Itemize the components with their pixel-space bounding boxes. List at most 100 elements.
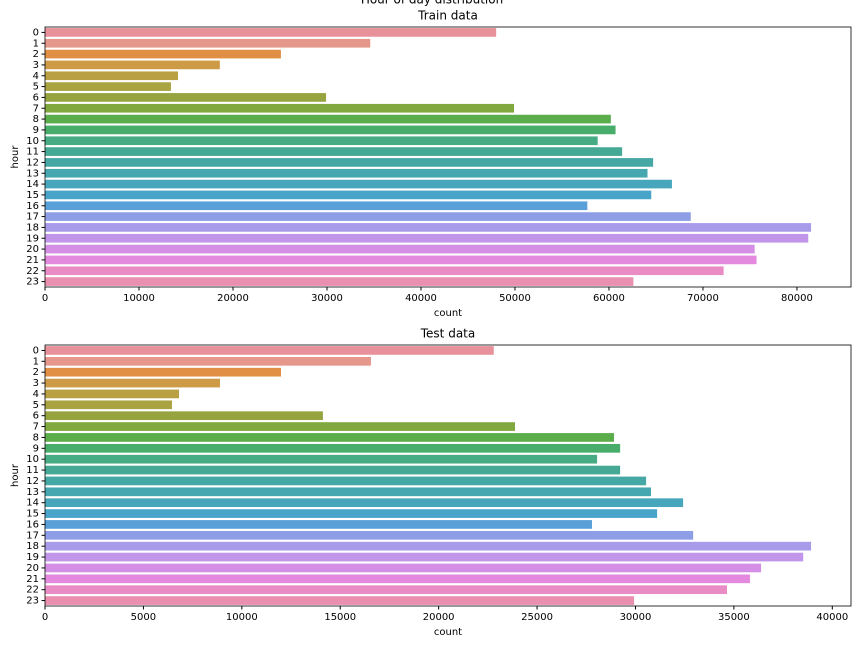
y-tick-label: 20 [26, 244, 39, 255]
y-tick-label: 3 [33, 60, 39, 71]
bar [45, 454, 598, 464]
x-tick-label: 15000 [324, 612, 356, 623]
y-tick-label: 23 [26, 596, 39, 607]
bar [45, 103, 515, 113]
y-tick-label: 5 [33, 400, 39, 411]
x-tick-label: 0 [42, 612, 48, 623]
y-tick-label: 2 [33, 49, 39, 60]
x-tick-label: 40000 [816, 612, 848, 623]
bar [45, 367, 281, 377]
y-tick-label: 16 [26, 519, 39, 530]
bar [45, 244, 755, 254]
y-tick-label: 15 [26, 509, 39, 520]
bar [45, 277, 634, 286]
y-axis-label: hour [10, 463, 21, 487]
bar [45, 585, 727, 595]
bar [45, 433, 615, 442]
bar [45, 411, 323, 421]
bar [45, 179, 672, 189]
bar [45, 541, 812, 551]
y-tick-label: 20 [26, 563, 39, 574]
x-tick-label: 60000 [593, 293, 625, 304]
bar [45, 530, 694, 540]
y-tick-label: 8 [33, 432, 39, 443]
bar [45, 465, 621, 475]
x-tick-label: 80000 [781, 293, 813, 304]
bar [45, 255, 757, 265]
y-tick-label: 6 [33, 92, 39, 103]
bar [45, 233, 809, 243]
y-tick-label: 2 [33, 367, 39, 378]
x-axis-label: count [434, 627, 462, 638]
bar [45, 356, 371, 366]
chart-title: Test data [420, 327, 475, 341]
bar [45, 136, 598, 146]
y-tick-label: 7 [33, 103, 39, 114]
y-tick-label: 22 [26, 585, 39, 596]
bar [45, 125, 616, 135]
y-tick-label: 6 [33, 411, 39, 422]
bar [45, 498, 684, 508]
bar [45, 563, 762, 573]
axes-frame [44, 26, 852, 288]
bar [45, 201, 588, 211]
y-tick-label: 4 [33, 389, 39, 400]
bar [45, 487, 652, 497]
y-tick-label: 13 [26, 168, 39, 179]
y-axis-label: hour [10, 145, 21, 169]
bar [45, 520, 592, 529]
bar [45, 93, 327, 102]
x-tick-label: 10000 [123, 293, 155, 304]
y-tick-label: 5 [33, 82, 39, 93]
x-tick-label: 5000 [131, 612, 156, 623]
y-tick-label: 21 [26, 574, 39, 585]
x-tick-label: 30000 [620, 612, 652, 623]
y-tick-label: 19 [26, 552, 39, 563]
bar [45, 28, 497, 37]
y-tick-label: 1 [33, 356, 39, 367]
bar [45, 168, 648, 178]
bar [45, 49, 281, 59]
bar [45, 378, 220, 388]
y-tick-label: 18 [26, 222, 39, 233]
y-tick-label: 21 [26, 255, 39, 266]
bar [45, 82, 171, 91]
y-tick-label: 7 [33, 422, 39, 433]
x-tick-label: 0 [42, 293, 48, 304]
y-tick-label: 3 [33, 378, 39, 389]
bar [45, 552, 804, 562]
bar [45, 596, 635, 605]
y-tick-label: 0 [33, 345, 39, 356]
bar [45, 71, 179, 81]
y-tick-label: 11 [26, 465, 39, 476]
y-tick-label: 10 [26, 136, 39, 147]
suptitle: Hour of day distribution [361, 0, 503, 7]
x-tick-label: 20000 [217, 293, 249, 304]
x-tick-label: 70000 [687, 293, 719, 304]
y-tick-label: 12 [26, 157, 39, 168]
x-tick-label: 20000 [423, 612, 455, 623]
y-tick-label: 16 [26, 201, 39, 212]
x-tick-label: 10000 [226, 612, 258, 623]
bar [45, 223, 812, 232]
y-tick-label: 12 [26, 476, 39, 487]
x-axis-label: count [434, 308, 462, 319]
x-tick-label: 35000 [718, 612, 750, 623]
y-tick-label: 19 [26, 233, 39, 244]
y-tick-label: 18 [26, 541, 39, 552]
y-tick-label: 17 [26, 530, 39, 541]
bar [45, 266, 724, 276]
y-tick-label: 14 [26, 179, 39, 190]
bar [45, 114, 611, 124]
bar [45, 38, 371, 48]
chart-title: Train data [417, 9, 478, 23]
bar [45, 212, 691, 221]
y-tick-label: 0 [33, 27, 39, 38]
y-tick-label: 9 [33, 443, 39, 454]
x-tick-label: 50000 [499, 293, 531, 304]
bar [45, 147, 623, 156]
y-tick-label: 22 [26, 266, 39, 277]
bar [45, 60, 220, 70]
x-tick-label: 25000 [521, 612, 553, 623]
